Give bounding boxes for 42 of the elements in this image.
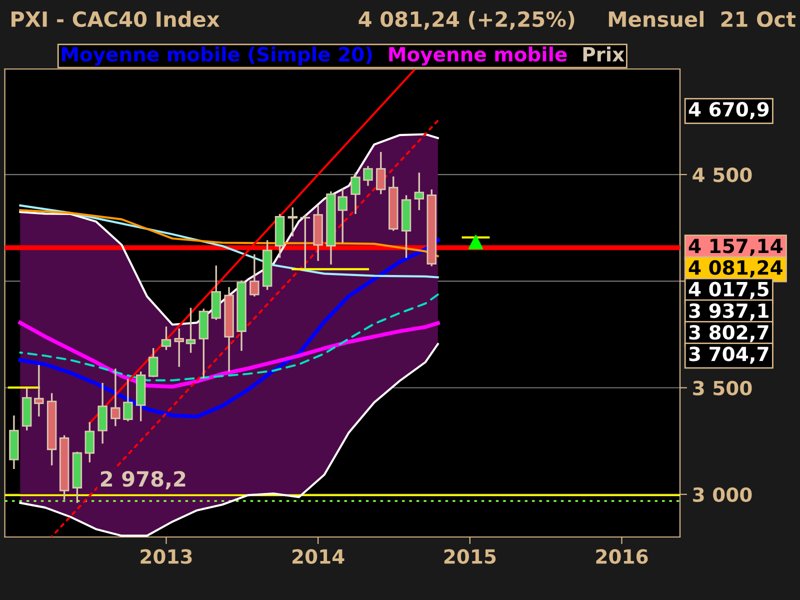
y-tick-label: 3 500 — [693, 380, 752, 396]
x-tick-label: 2016 — [596, 549, 648, 564]
text: Prix — [583, 46, 624, 62]
candlestick — [84, 421, 95, 464]
text: 3 937,1 — [689, 303, 768, 321]
y-tick-label: 4 500 — [692, 167, 752, 182]
candlestick — [123, 378, 133, 422]
candlestick — [161, 326, 172, 351]
candlestick — [376, 151, 386, 195]
candlestick — [300, 214, 310, 270]
candlestick — [350, 172, 360, 215]
line-series — [19, 133, 439, 326]
line-series — [19, 343, 439, 537]
annotation: 2 978,2 — [100, 470, 186, 490]
candlestick — [110, 368, 120, 427]
candlestick — [250, 253, 260, 298]
text: Moyenne mobile (Simple 20) — [62, 46, 372, 66]
line-series — [19, 204, 439, 278]
candlestick — [414, 172, 424, 211]
y-tick-label: 3 000 — [693, 487, 752, 502]
ref-line-label: 4 157,14 — [688, 238, 782, 256]
text: Mensuel 21 Oct — [608, 10, 796, 28]
candlestick — [174, 328, 184, 368]
chart-title: PXI - CAC40 Index — [12, 10, 220, 28]
chart-subtitle: 4 081,24 (+2,25%) — [358, 10, 574, 30]
x-tick-label: 2013 — [140, 549, 192, 564]
line-series — [18, 320, 440, 389]
text: 3 802,7 — [689, 324, 768, 342]
candlestick — [148, 347, 158, 378]
candlestick — [338, 188, 348, 244]
text: 4 081,24 — [688, 260, 782, 278]
text: 4 017,5 — [688, 282, 768, 299]
candlestick — [34, 364, 44, 418]
candlestick — [363, 165, 373, 187]
candlestick — [288, 206, 298, 238]
text: 4 670,9 — [688, 102, 769, 120]
candlestick — [186, 306, 196, 354]
line-series — [19, 209, 439, 258]
text: 3 704,7 — [689, 346, 768, 364]
x-tick-label: 2014 — [292, 549, 344, 564]
x-tick-label: 2015 — [444, 549, 496, 564]
text: Moyenne mobile — [389, 46, 567, 66]
